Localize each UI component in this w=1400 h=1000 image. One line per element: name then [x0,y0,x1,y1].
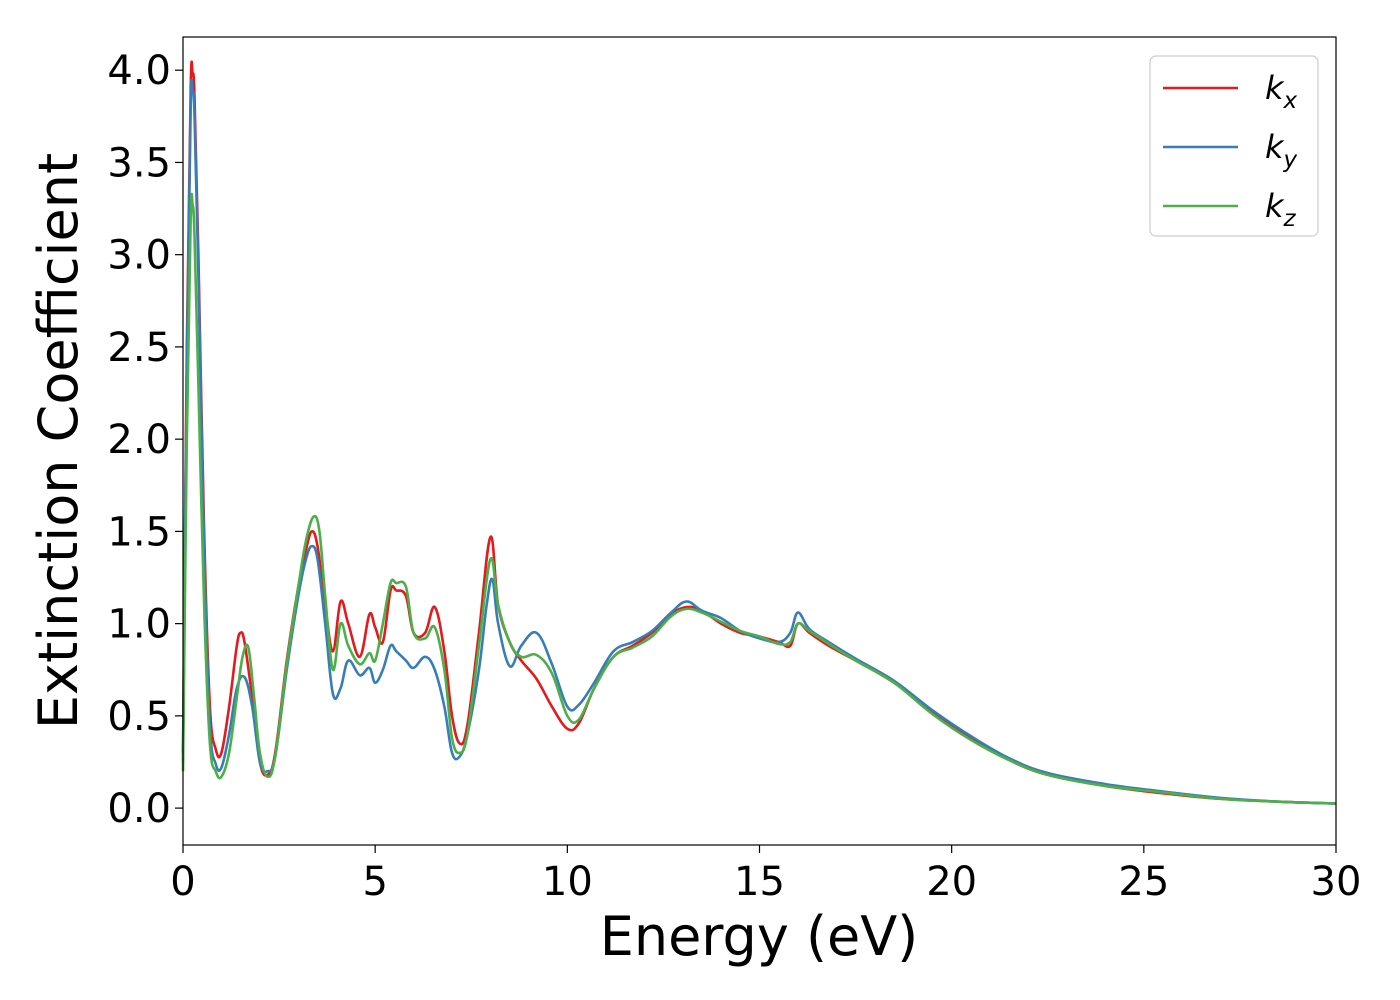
x-tick-label: 30 [1311,859,1362,905]
series-line-kz [181,192,1337,805]
series-layer [181,60,1337,805]
legend-label-base: k [1265,187,1285,225]
y-tick-label: 1.0 [107,602,171,648]
legend-label-base: k [1265,128,1285,166]
legend-label-ky: ky [1265,128,1298,173]
y-tick-label: 0.5 [107,694,171,740]
x-axis-title: Energy (eV) [600,905,919,968]
series-line-ky [181,78,1337,805]
y-axis: 0.0 0.5 1.0 1.5 2.0 2.5 3.0 3.5 4.0 [107,48,183,832]
legend-label-base: k [1265,69,1285,107]
legend-label-subscript: z [1283,206,1297,232]
legend-label-subscript: x [1283,88,1298,114]
x-tick-label: 0 [170,859,195,905]
x-tick-label: 5 [362,859,387,905]
y-tick-label: 0.0 [107,786,171,832]
y-tick-label: 3.0 [107,233,171,279]
x-tick-label: 15 [734,859,785,905]
x-tick-label: 10 [542,859,593,905]
y-tick-label: 1.5 [107,509,171,555]
legend-label-kz: kz [1265,187,1297,232]
y-tick-label: 4.0 [107,48,171,94]
y-axis-title: Extinction Coefficient [27,153,90,729]
legend-label-subscript: y [1283,147,1298,173]
y-tick-label: 3.5 [107,140,171,186]
y-tick-label: 2.5 [107,325,171,371]
y-tick-label: 2.0 [107,417,171,463]
x-tick-label: 25 [1118,859,1169,905]
x-tick-label: 20 [926,859,977,905]
legend-label-kx: kx [1265,69,1298,114]
x-axis: 0 5 10 15 20 25 30 [170,845,1361,905]
